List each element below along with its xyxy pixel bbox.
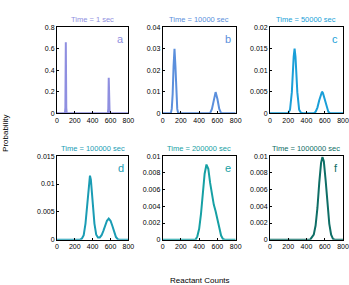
svg-text:0.03: 0.03 bbox=[147, 45, 161, 52]
svg-text:0.006: 0.006 bbox=[250, 186, 268, 193]
svg-text:0: 0 bbox=[268, 117, 272, 124]
svg-text:800: 800 bbox=[123, 117, 135, 124]
svg-text:Time = 200000 sec: Time = 200000 sec bbox=[167, 144, 231, 153]
svg-text:0.015: 0.015 bbox=[37, 153, 55, 160]
svg-text:Reactant Counts: Reactant Counts bbox=[170, 276, 230, 285]
svg-text:800: 800 bbox=[123, 243, 135, 250]
svg-text:0.004: 0.004 bbox=[250, 203, 268, 210]
svg-text:Time = 1 sec: Time = 1 sec bbox=[71, 15, 114, 24]
svg-text:Time = 10000 sec: Time = 10000 sec bbox=[169, 15, 229, 24]
svg-text:0.004: 0.004 bbox=[143, 203, 161, 210]
svg-text:0: 0 bbox=[51, 236, 55, 243]
svg-text:e: e bbox=[225, 162, 231, 174]
svg-text:0: 0 bbox=[268, 243, 272, 250]
svg-text:200: 200 bbox=[175, 243, 187, 250]
svg-text:400: 400 bbox=[301, 117, 313, 124]
svg-text:a: a bbox=[117, 33, 124, 45]
svg-text:0.6: 0.6 bbox=[45, 45, 55, 52]
svg-text:200: 200 bbox=[175, 117, 187, 124]
svg-text:200: 200 bbox=[282, 117, 294, 124]
svg-text:c: c bbox=[332, 33, 338, 45]
svg-text:b: b bbox=[225, 33, 231, 45]
svg-text:600: 600 bbox=[319, 243, 331, 250]
svg-text:0.4: 0.4 bbox=[45, 67, 55, 74]
svg-text:0.8: 0.8 bbox=[45, 24, 55, 31]
svg-text:400: 400 bbox=[193, 117, 205, 124]
svg-text:Time = 50000 sec: Time = 50000 sec bbox=[276, 15, 336, 24]
svg-text:0.008: 0.008 bbox=[250, 169, 268, 176]
svg-text:0: 0 bbox=[264, 236, 268, 243]
svg-text:200: 200 bbox=[69, 243, 81, 250]
svg-text:0.2: 0.2 bbox=[45, 88, 55, 95]
svg-text:0.006: 0.006 bbox=[143, 186, 161, 193]
svg-text:0.04: 0.04 bbox=[147, 24, 161, 31]
svg-text:0.005: 0.005 bbox=[250, 88, 268, 95]
svg-text:0.02: 0.02 bbox=[254, 24, 268, 31]
svg-text:0.005: 0.005 bbox=[37, 208, 55, 215]
svg-text:400: 400 bbox=[87, 243, 99, 250]
svg-text:f: f bbox=[334, 162, 338, 174]
svg-text:0: 0 bbox=[55, 243, 59, 250]
svg-text:0.01: 0.01 bbox=[41, 180, 55, 187]
svg-text:0: 0 bbox=[156, 236, 160, 243]
svg-text:0: 0 bbox=[161, 117, 165, 124]
svg-text:0.02: 0.02 bbox=[147, 67, 161, 74]
svg-text:600: 600 bbox=[105, 243, 117, 250]
svg-text:400: 400 bbox=[301, 243, 313, 250]
svg-text:200: 200 bbox=[69, 117, 81, 124]
svg-text:0: 0 bbox=[51, 110, 55, 117]
svg-text:600: 600 bbox=[212, 117, 224, 124]
svg-text:d: d bbox=[118, 162, 124, 174]
svg-text:Time = 1000000 sec: Time = 1000000 sec bbox=[272, 144, 340, 153]
svg-text:0.002: 0.002 bbox=[250, 219, 268, 226]
svg-text:0.002: 0.002 bbox=[143, 219, 161, 226]
svg-text:0: 0 bbox=[55, 117, 59, 124]
svg-text:400: 400 bbox=[87, 117, 99, 124]
svg-text:0: 0 bbox=[161, 243, 165, 250]
svg-text:600: 600 bbox=[319, 117, 331, 124]
svg-text:800: 800 bbox=[337, 243, 349, 250]
svg-text:0: 0 bbox=[264, 110, 268, 117]
svg-text:200: 200 bbox=[282, 243, 294, 250]
svg-text:Probability: Probability bbox=[1, 115, 10, 152]
svg-text:0.01: 0.01 bbox=[147, 153, 161, 160]
svg-text:600: 600 bbox=[212, 243, 224, 250]
svg-text:0: 0 bbox=[156, 110, 160, 117]
svg-text:800: 800 bbox=[230, 243, 242, 250]
svg-text:0.015: 0.015 bbox=[250, 45, 268, 52]
svg-text:0.008: 0.008 bbox=[143, 169, 161, 176]
svg-text:400: 400 bbox=[193, 243, 205, 250]
svg-text:800: 800 bbox=[337, 117, 349, 124]
svg-text:600: 600 bbox=[105, 117, 117, 124]
svg-text:800: 800 bbox=[230, 117, 242, 124]
svg-text:0.01: 0.01 bbox=[147, 88, 161, 95]
svg-text:0.01: 0.01 bbox=[254, 153, 268, 160]
svg-text:Time = 100000 sec: Time = 100000 sec bbox=[61, 144, 125, 153]
svg-text:0.01: 0.01 bbox=[254, 67, 268, 74]
